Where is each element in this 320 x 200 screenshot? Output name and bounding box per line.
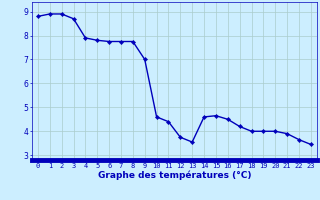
X-axis label: Graphe des températures (°C): Graphe des températures (°C) <box>98 170 251 180</box>
